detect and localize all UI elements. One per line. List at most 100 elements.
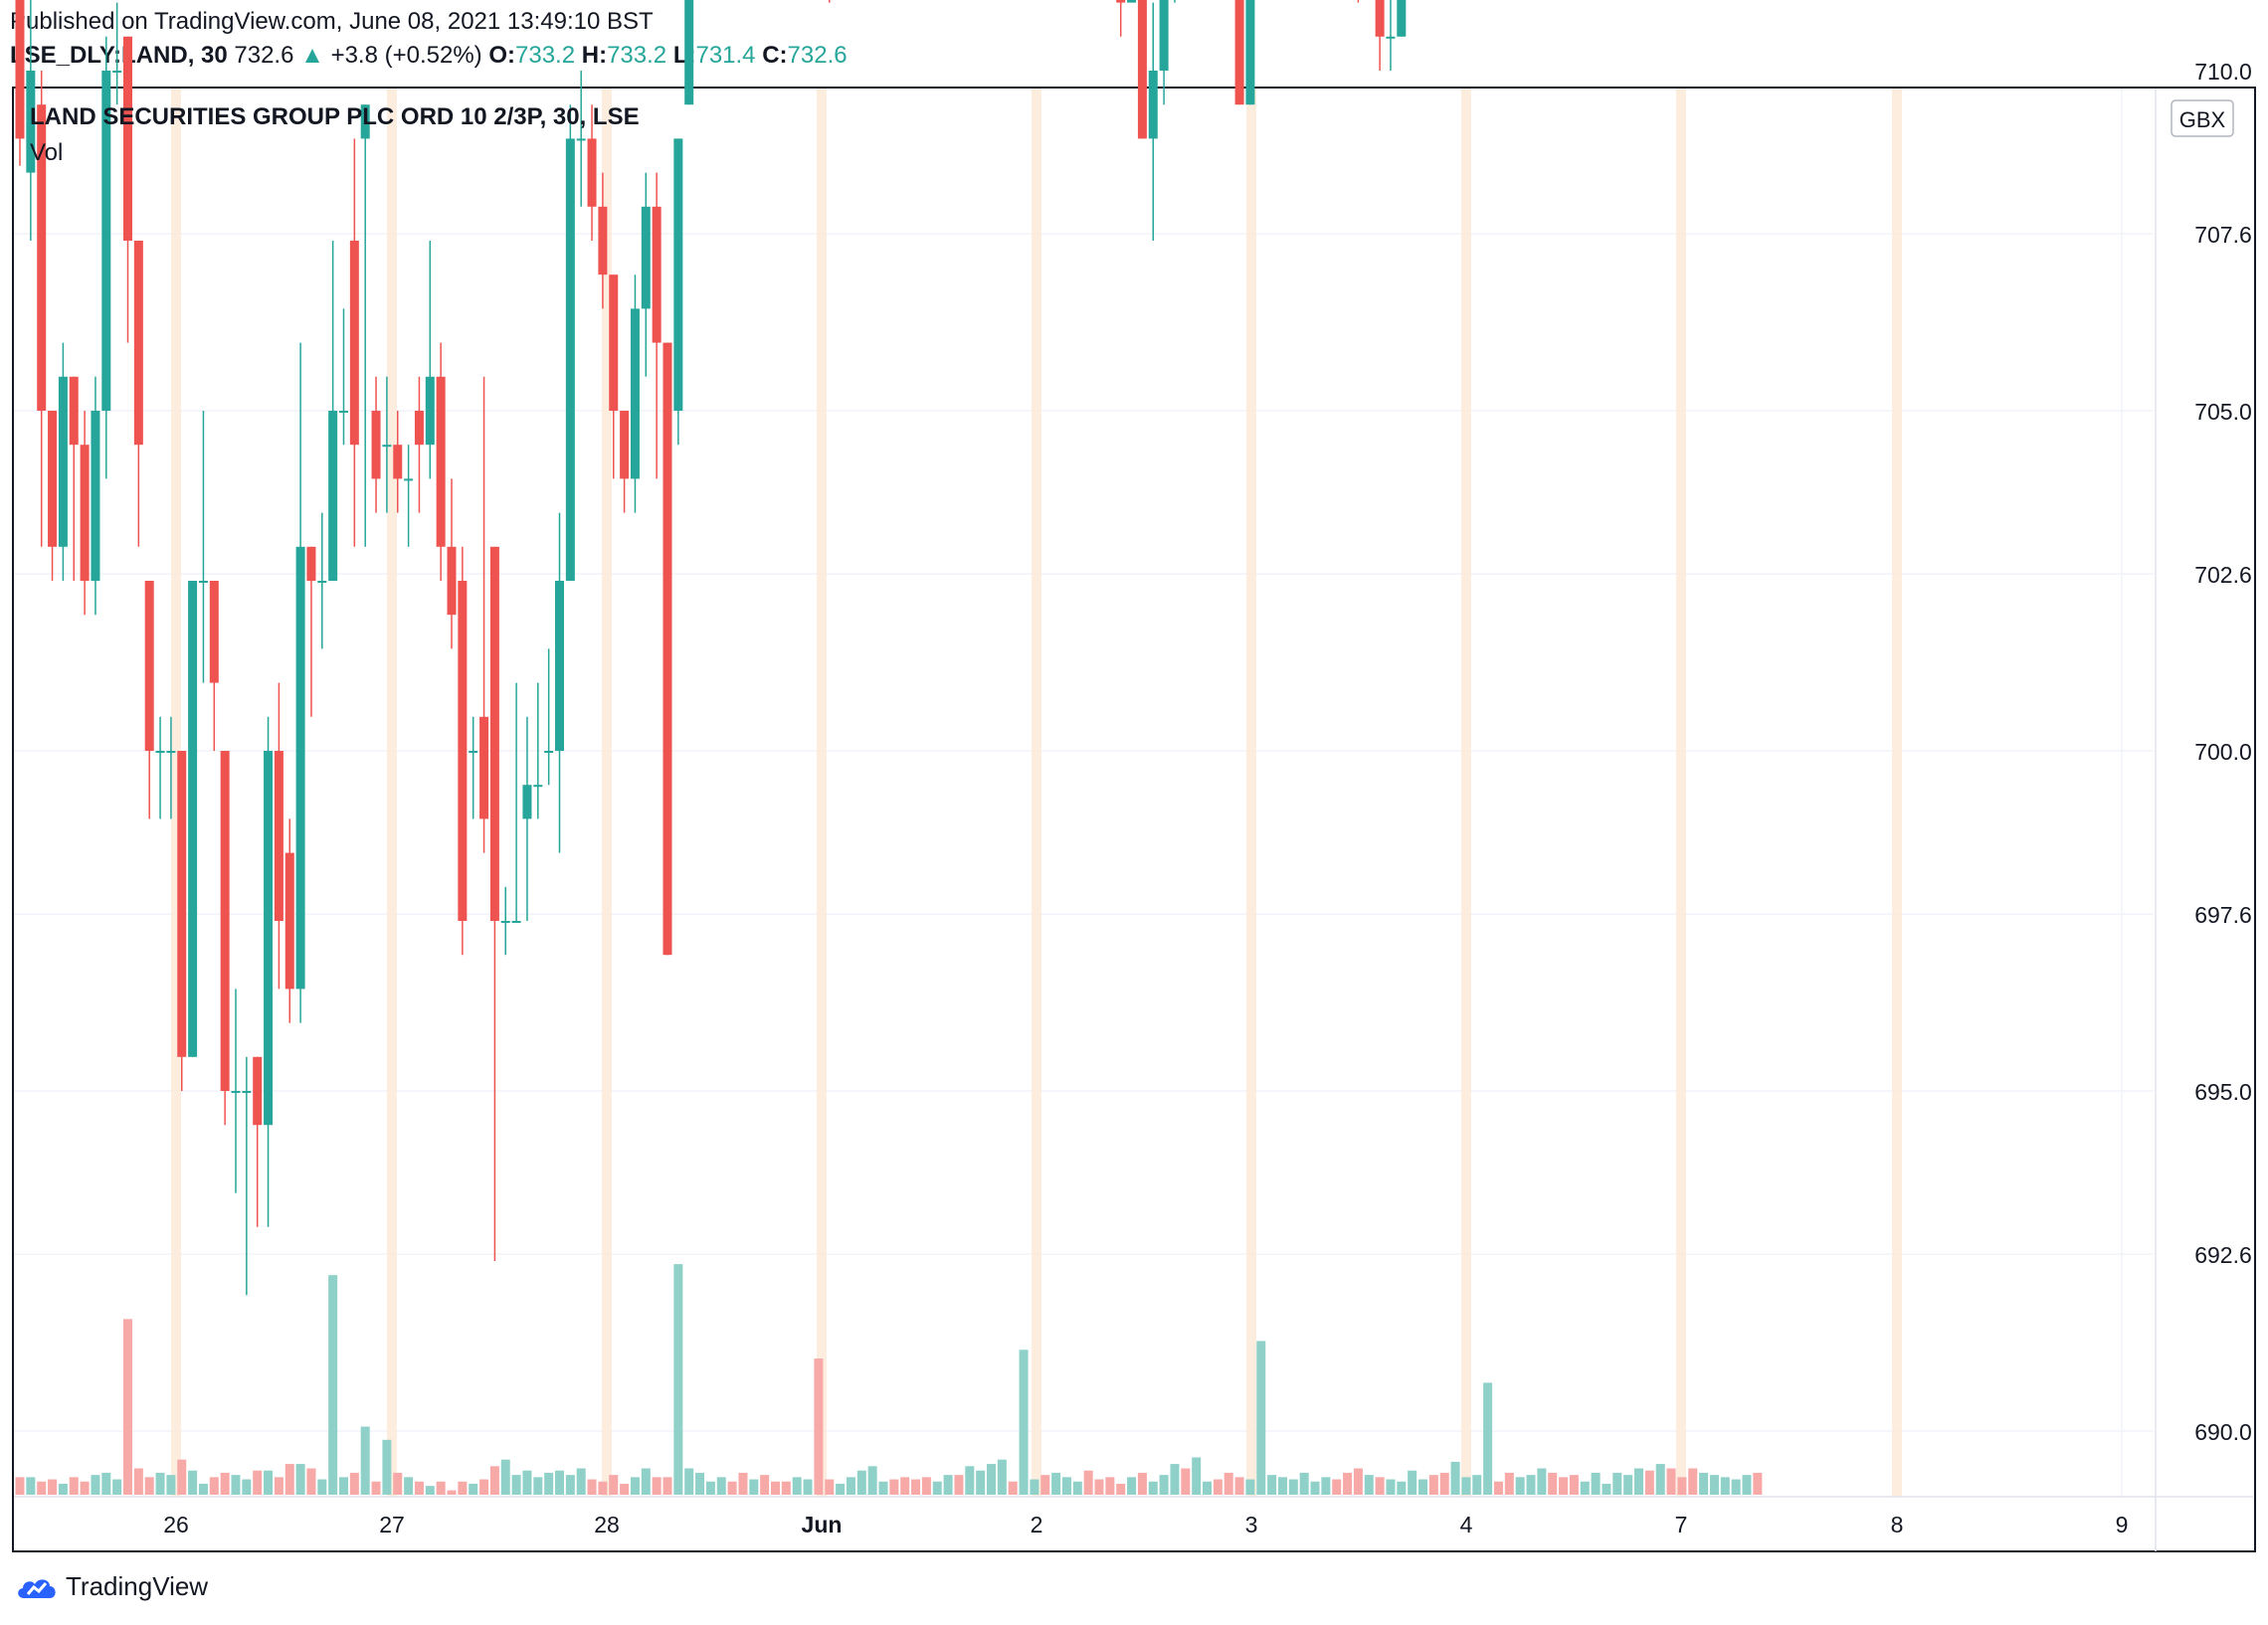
volume-bar: [371, 1481, 381, 1495]
currency-label: GBX: [2179, 107, 2226, 132]
volume-bar: [1559, 1477, 1569, 1495]
volume-bar: [1623, 1475, 1633, 1495]
candle-body: [641, 206, 651, 309]
candle-body: [1386, 36, 1396, 39]
volume-bar: [26, 1477, 36, 1495]
volume-bar: [1277, 1477, 1287, 1495]
volume-bar: [987, 1464, 996, 1495]
volume-bar: [1234, 1477, 1244, 1495]
volume-bar: [1213, 1479, 1223, 1495]
candle-body: [15, 0, 25, 139]
candle-body: [1234, 0, 1244, 105]
volume-bar: [188, 1470, 198, 1495]
volume-bar: [1666, 1468, 1676, 1495]
volume-bar: [652, 1477, 662, 1495]
volume-bar: [738, 1472, 748, 1495]
volume-bar: [1397, 1481, 1407, 1495]
volume-bar: [69, 1477, 79, 1495]
candle-body: [393, 445, 403, 479]
volume-bar: [1116, 1483, 1126, 1495]
chart-title: LAND SECURITIES GROUP PLC ORD 10 2/3P, 3…: [30, 103, 640, 130]
session-band: [1461, 89, 1471, 1497]
candle-body: [414, 411, 424, 446]
candle-body: [630, 308, 640, 479]
volume-bar: [1094, 1479, 1104, 1495]
candle-body: [242, 1091, 252, 1093]
volume-bar: [1040, 1475, 1050, 1495]
volume-bar: [1127, 1477, 1137, 1495]
volume-bar: [447, 1490, 457, 1495]
volume-bar: [1526, 1475, 1536, 1495]
x-tick-label: 3: [1245, 1512, 1258, 1537]
y-tick-label: 705.0: [2194, 399, 2252, 425]
volume-bar: [587, 1479, 597, 1495]
candle-body: [144, 581, 154, 751]
volume-bar: [393, 1472, 403, 1495]
tradingview-footer[interactable]: TradingView: [14, 1571, 208, 1602]
open-label: O:: [488, 42, 516, 69]
volume-bar: [253, 1470, 263, 1495]
volume-bar: [620, 1483, 630, 1495]
y-tick-label: 690.0: [2194, 1419, 2252, 1445]
volume-bar: [965, 1466, 975, 1495]
volume-bar: [1515, 1477, 1525, 1495]
volume-bar: [684, 1468, 694, 1495]
volume-bar: [814, 1358, 824, 1495]
volume-bar: [1051, 1472, 1061, 1495]
volume-bar: [544, 1472, 554, 1495]
volume-bar: [317, 1479, 327, 1495]
volume-bar: [489, 1466, 499, 1495]
candle-body: [1375, 0, 1385, 37]
candle-body: [101, 71, 111, 411]
volume-bar: [1709, 1475, 1719, 1495]
candle-body: [609, 274, 619, 411]
volume-bar: [1148, 1481, 1158, 1495]
candle-body: [198, 581, 208, 583]
session-band: [1246, 89, 1256, 1497]
x-tick-label: 4: [1460, 1512, 1473, 1537]
volume-bar: [1428, 1475, 1438, 1495]
volume-bar: [1019, 1350, 1029, 1495]
volume-bar: [771, 1481, 780, 1495]
volume-bar: [889, 1479, 899, 1495]
volume-bar: [1537, 1468, 1547, 1495]
volume-bar: [242, 1479, 252, 1495]
volume-bar: [264, 1470, 274, 1495]
volume-bar: [166, 1475, 176, 1495]
volume-bar: [1461, 1477, 1471, 1495]
y-tick-label: 707.6: [2194, 222, 2252, 248]
volume-bar: [976, 1470, 986, 1495]
candle-body: [253, 1056, 263, 1126]
volume-bar: [1688, 1468, 1698, 1495]
chart-frame[interactable]: [12, 87, 2256, 1552]
volume-bar: [1644, 1470, 1654, 1495]
candle-body: [166, 751, 176, 753]
volume-bar: [716, 1477, 726, 1495]
x-tick-label: 8: [1891, 1512, 1904, 1537]
candle-body: [133, 241, 143, 446]
candle-body: [220, 751, 230, 1091]
volume-bar: [792, 1477, 802, 1495]
volume-bar: [458, 1481, 468, 1495]
volume-bar: [101, 1472, 111, 1495]
volume-bar: [1030, 1479, 1040, 1495]
volume-bar: [943, 1475, 953, 1495]
volume-bar: [836, 1483, 846, 1495]
low-value: 731.4: [695, 42, 756, 69]
volume-bar: [112, 1479, 122, 1495]
y-tick-label: 695.0: [2194, 1079, 2252, 1105]
candle-body: [489, 546, 499, 921]
volume-bar: [220, 1472, 230, 1495]
volume-bar: [1203, 1481, 1212, 1495]
volume-bar: [1192, 1457, 1202, 1495]
candle-body: [587, 138, 597, 207]
candle-body: [371, 411, 381, 479]
x-tick-label: Jun: [802, 1512, 843, 1537]
candle-body: [533, 785, 543, 788]
volume-bar: [921, 1477, 931, 1495]
volume-bar: [1321, 1477, 1331, 1495]
candle-body: [112, 71, 122, 73]
candle-body: [652, 206, 662, 343]
volume-bar: [306, 1468, 316, 1495]
